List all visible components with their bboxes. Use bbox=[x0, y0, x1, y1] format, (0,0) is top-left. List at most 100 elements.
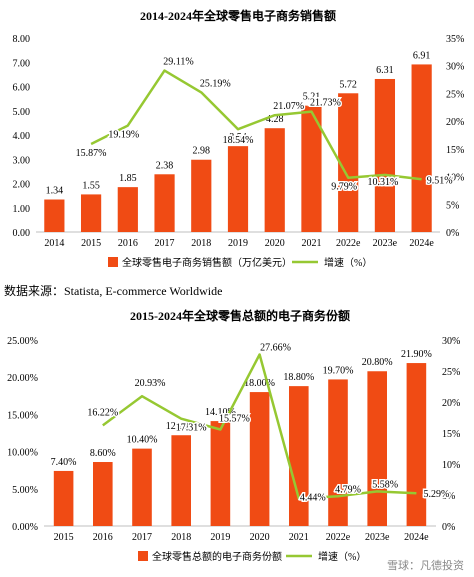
growth-value-label: 9.79% bbox=[331, 182, 357, 193]
x-tick-label: 2015 bbox=[54, 532, 74, 543]
growth-line bbox=[102, 353, 417, 500]
right-tick-label: 0% bbox=[446, 228, 459, 239]
bar bbox=[210, 421, 231, 526]
right-tick-label: 30% bbox=[442, 336, 460, 347]
x-tick-label: 2017 bbox=[155, 238, 175, 249]
bar bbox=[264, 128, 285, 232]
growth-value-label: 21.73% bbox=[310, 98, 341, 109]
bar bbox=[406, 363, 427, 526]
left-tick-label: 10.00% bbox=[7, 448, 38, 459]
x-tick-label: 2014 bbox=[44, 238, 64, 249]
bar-value-label: 1.55 bbox=[82, 180, 100, 191]
bar bbox=[154, 174, 175, 232]
legend-bar-swatch bbox=[138, 551, 148, 561]
bar bbox=[367, 371, 387, 526]
bar-value-label: 1.34 bbox=[46, 186, 64, 197]
right-tick-label: 25% bbox=[442, 367, 460, 378]
x-tick-label: 2017 bbox=[132, 532, 152, 543]
growth-value-label: 25.19% bbox=[200, 78, 231, 89]
left-tick-label: 15.00% bbox=[7, 410, 38, 421]
bar bbox=[411, 64, 432, 233]
bar-value-label: 12.20% bbox=[166, 421, 197, 432]
left-tick-label: 4.00 bbox=[13, 131, 31, 142]
legend-bar-label: 全球零售总额的电子商务份额 bbox=[152, 550, 282, 563]
right-tick-label: 10% bbox=[442, 460, 460, 471]
growth-value-label: 18.54% bbox=[223, 135, 254, 146]
x-tick-label: 2024e bbox=[409, 238, 434, 249]
left-tick-label: 2.00 bbox=[13, 180, 31, 191]
growth-value-label: 16.22% bbox=[87, 407, 118, 418]
x-tick-label: 2021 bbox=[289, 532, 309, 543]
right-tick-label: 20% bbox=[442, 398, 460, 409]
bar bbox=[374, 78, 396, 232]
left-tick-label: 6.00 bbox=[13, 83, 31, 94]
bar bbox=[44, 199, 65, 232]
bar-value-label: 4.28 bbox=[266, 114, 284, 125]
growth-value-label: 17.31% bbox=[176, 423, 207, 434]
source-note: 数据来源：Statista, E-commerce Worldwide bbox=[4, 284, 223, 298]
right-tick-label: 5% bbox=[442, 491, 455, 502]
x-tick-label: 2019 bbox=[210, 532, 230, 543]
right-tick-label: 15% bbox=[442, 429, 460, 440]
growth-value-label: 10.31% bbox=[367, 177, 398, 188]
bar-value-label: 1.85 bbox=[119, 173, 137, 184]
growth-value-label: 29.11% bbox=[163, 57, 193, 68]
bar bbox=[132, 448, 152, 526]
legend-bar-label: 全球零售电子商务销售额（万亿美元） bbox=[122, 256, 292, 269]
x-tick-label: 2022e bbox=[326, 532, 351, 543]
legend-line-label: 增速（%） bbox=[324, 256, 372, 269]
growth-value-label: 9.51% bbox=[427, 175, 453, 186]
right-tick-label: 15% bbox=[446, 145, 464, 156]
x-tick-label: 2016 bbox=[93, 532, 113, 543]
legend-line-label: 增速（%） bbox=[318, 550, 366, 563]
bar-value-label: 6.31 bbox=[376, 65, 394, 76]
x-tick-label: 2018 bbox=[191, 238, 211, 249]
left-tick-label: 25.00% bbox=[7, 336, 38, 347]
bar-value-label: 18.80% bbox=[283, 372, 314, 383]
bar-value-label: 21.90% bbox=[401, 349, 432, 360]
right-tick-label: 30% bbox=[446, 62, 464, 73]
bar bbox=[227, 146, 249, 232]
left-tick-label: 5.00% bbox=[12, 485, 38, 496]
growth-line bbox=[90, 69, 422, 181]
right-tick-label: 0% bbox=[442, 522, 455, 533]
right-tick-label: 10% bbox=[446, 173, 464, 184]
chart-title: 2015-2024年全球零售总额的电子商务份额 bbox=[130, 308, 350, 323]
growth-value-label: 5.58% bbox=[372, 479, 398, 490]
x-tick-label: 2023e bbox=[373, 238, 398, 249]
growth-value-label: 27.66% bbox=[260, 343, 291, 354]
watermark: 雪球：凡德投资 bbox=[387, 559, 464, 572]
bar bbox=[80, 194, 102, 232]
bar-value-label: 20.80% bbox=[362, 357, 393, 368]
growth-value-label: 19.19% bbox=[108, 130, 139, 141]
growth-value-label: 15.87% bbox=[76, 148, 107, 159]
bar bbox=[117, 187, 138, 232]
left-tick-label: 1.00 bbox=[13, 204, 31, 215]
sales-chart: 2014-2024年全球零售电子商务销售额 0.00 1.00 2.00 3.00 4.0… bbox=[13, 8, 465, 269]
chart-title: 2014-2024年全球零售电子商务销售额 bbox=[140, 8, 336, 23]
growth-value-label: 21.07% bbox=[273, 101, 304, 112]
legend-bar-swatch bbox=[108, 257, 118, 267]
left-tick-label: 8.00 bbox=[13, 34, 31, 45]
bar bbox=[301, 105, 322, 232]
right-tick-label: 20% bbox=[446, 117, 464, 128]
bar bbox=[191, 159, 212, 232]
bar-value-label: 19.70% bbox=[323, 365, 354, 376]
right-tick-label: 25% bbox=[446, 89, 464, 100]
bar bbox=[328, 379, 348, 526]
bar bbox=[249, 392, 270, 526]
bar-value-label: 2.38 bbox=[156, 160, 174, 171]
bar bbox=[171, 435, 191, 526]
x-tick-label: 2020 bbox=[250, 532, 270, 543]
growth-value-label: 15.57% bbox=[219, 413, 250, 424]
x-tick-label: 2021 bbox=[301, 238, 321, 249]
bar bbox=[53, 470, 74, 526]
bar-value-label: 18.00% bbox=[244, 378, 275, 389]
x-tick-label: 2020 bbox=[265, 238, 285, 249]
left-tick-label: 7.00 bbox=[13, 58, 31, 69]
bar-value-label: 5.72 bbox=[339, 79, 357, 90]
bar-value-label: 7.40% bbox=[51, 457, 77, 468]
x-tick-label: 2019 bbox=[228, 238, 248, 249]
left-tick-label: 3.00 bbox=[13, 155, 31, 166]
